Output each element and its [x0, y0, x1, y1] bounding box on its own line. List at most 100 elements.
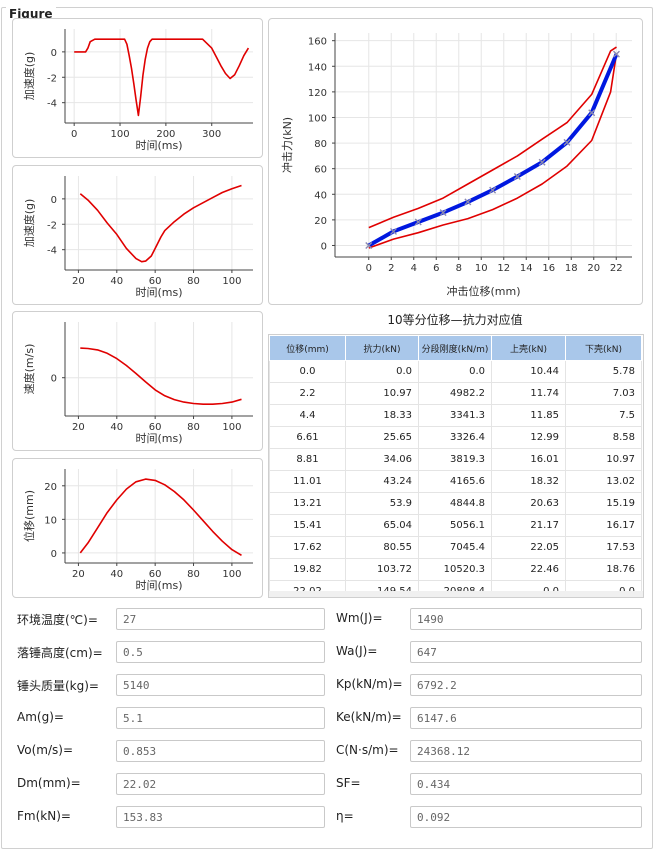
y-axis-label: 位移(mm)	[22, 490, 36, 542]
x-axis-label: 时间(ms)	[135, 286, 182, 299]
x-tick-label: 0	[366, 263, 372, 274]
field-input[interactable]: 5.1	[116, 707, 325, 729]
table-cell: 4.4	[269, 404, 346, 427]
field-label: Fm(kN)=	[17, 809, 71, 823]
field-input[interactable]: 153.83	[116, 806, 325, 828]
y-axis-label: 加速度(g)	[22, 52, 36, 101]
data-table-container[interactable]: 位移(mm) 抗力(kN) 分段刚度(kN/m) 上壳(kN) 下壳(kN) 0.0 0.…	[268, 334, 644, 598]
table-header-cell[interactable]: 下壳(kN)	[565, 335, 642, 361]
field-label: η=	[336, 809, 354, 823]
field-input[interactable]: 0.092	[410, 806, 642, 828]
x-tick-label: 12	[497, 263, 510, 274]
figure-frame: Figure	[1, 7, 653, 849]
y-tick-label: 160	[308, 37, 327, 48]
table-cell: 16.01	[491, 448, 566, 471]
field-input[interactable]: 5140	[116, 674, 325, 696]
series-line-main	[80, 347, 242, 405]
chart-displacement: 20 40 60 80 100 0 10 20 时间(ms) 位移(mm)	[12, 458, 263, 598]
field-input[interactable]: 647	[410, 641, 642, 663]
table-row[interactable]: 13.21 53.9 4844.8 20.63 15.19	[269, 492, 642, 515]
x-tick-label: 40	[110, 422, 123, 433]
table-row[interactable]: 4.4 18.33 3341.3 11.85 7.5	[269, 404, 642, 427]
x-tick-label: 100	[222, 569, 241, 580]
table-cell: 4165.6	[418, 470, 492, 493]
table-header-cell[interactable]: 分段刚度(kN/m)	[418, 335, 492, 361]
field-input[interactable]: 24368.12	[410, 740, 642, 762]
x-tick-label: 100	[222, 422, 241, 433]
table-cell: 20.63	[491, 492, 566, 515]
y-tick-label: -4	[47, 246, 57, 257]
table-row[interactable]: 11.01 43.24 4165.6 18.32 13.02	[269, 470, 642, 493]
x-tick-label: 8	[456, 263, 462, 274]
table-cell: 80.55	[345, 536, 419, 559]
x-tick-label: 200	[156, 129, 175, 140]
x-tick-label: 80	[187, 569, 200, 580]
table-row[interactable]: 19.82 103.72 10520.3 22.46 18.76	[269, 558, 642, 581]
field-input[interactable]: 6147.6	[410, 707, 642, 729]
x-tick-label: 80	[187, 422, 200, 433]
table-cell: 3819.3	[418, 448, 492, 471]
table-cell: 18.32	[491, 470, 566, 493]
table-cell: 17.53	[565, 536, 642, 559]
field-label: SF=	[336, 776, 361, 790]
y-tick-label: -2	[47, 73, 57, 84]
x-tick-label: 100	[222, 276, 241, 287]
x-tick-label: 300	[202, 129, 221, 140]
table-row[interactable]: 2.2 10.97 4982.2 11.74 7.03	[269, 382, 642, 405]
table-cell: 10.97	[345, 382, 419, 405]
field-label: 落锤高度(cm)=	[17, 646, 103, 660]
table-row[interactable]: 15.41 65.04 5056.1 21.17 16.17	[269, 514, 642, 537]
x-tick-label: 16	[542, 263, 555, 274]
series-line-lower	[368, 53, 618, 249]
field-label: 锤头质量(kg)=	[17, 679, 99, 693]
x-tick-label: 20	[72, 276, 85, 287]
field-input[interactable]: 22.02	[116, 773, 325, 795]
x-axis-label: 冲击位移(mm)	[446, 284, 520, 298]
table-cell: 15.19	[565, 492, 642, 515]
x-axis-label: 时间(ms)	[135, 579, 182, 592]
y-tick-label: 60	[314, 165, 327, 176]
field-input[interactable]: 0.434	[410, 773, 642, 795]
data-point-marker	[563, 138, 571, 146]
x-tick-label: 60	[149, 276, 162, 287]
table-cell: 3326.4	[418, 426, 492, 449]
table-row[interactable]: 6.61 25.65 3326.4 12.99 8.58	[269, 426, 642, 449]
table-header-cell[interactable]: 上壳(kN)	[491, 335, 566, 361]
table-cell: 13.02	[565, 470, 642, 493]
table-cell: 0.0	[345, 360, 419, 383]
table-row[interactable]: 8.81 34.06 3819.3 16.01 10.97	[269, 448, 642, 471]
field-label: Vo(m/s)=	[17, 743, 74, 757]
table-cell: 15.41	[269, 514, 346, 537]
table-cell: 11.01	[269, 470, 346, 493]
table-header-cell[interactable]: 位移(mm)	[269, 335, 346, 361]
table-cell: 3341.3	[418, 404, 492, 427]
figure-title: Figure	[6, 7, 56, 21]
data-table: 位移(mm) 抗力(kN) 分段刚度(kN/m) 上壳(kN) 下壳(kN) 0.0 0.…	[269, 335, 642, 597]
x-tick-label: 40	[110, 569, 123, 580]
table-cell: 7.5	[565, 404, 642, 427]
data-point-marker	[588, 109, 596, 117]
field-input[interactable]: 0.5	[116, 641, 325, 663]
table-cell: 25.65	[345, 426, 419, 449]
series-line-main	[74, 38, 250, 117]
y-tick-label: 0	[321, 241, 327, 252]
field-input[interactable]: 27	[116, 608, 325, 630]
x-tick-label: 18	[565, 263, 578, 274]
field-input[interactable]: 0.853	[116, 740, 325, 762]
table-cell: 6.61	[269, 426, 346, 449]
field-input[interactable]: 1490	[410, 608, 642, 630]
table-header-cell[interactable]: 抗力(kN)	[345, 335, 419, 361]
table-cell: 21.17	[491, 514, 566, 537]
table-row[interactable]: 17.62 80.55 7045.4 22.05 17.53	[269, 536, 642, 559]
field-label: Kp(kN/m)=	[336, 677, 403, 691]
y-tick-label: 0	[51, 549, 57, 560]
table-cell: 0.0	[269, 360, 346, 383]
x-tick-label: 10	[475, 263, 488, 274]
data-point-marker	[414, 218, 422, 226]
field-input[interactable]: 6792.2	[410, 674, 642, 696]
table-horizontal-scrollbar[interactable]	[269, 591, 643, 597]
table-cell: 4844.8	[418, 492, 492, 515]
table-cell: 103.72	[345, 558, 419, 581]
table-row[interactable]: 0.0 0.0 0.0 10.44 5.78	[269, 360, 642, 383]
x-tick-label: 60	[149, 422, 162, 433]
